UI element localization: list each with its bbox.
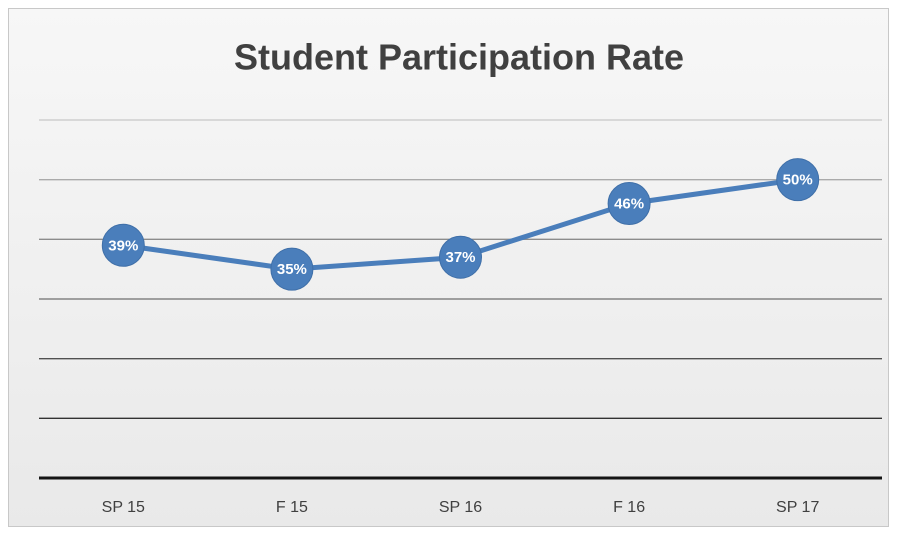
x-tick-label: F 15 [276, 499, 308, 516]
marker [101, 223, 145, 267]
data-label: 35% [277, 261, 307, 278]
x-tick-label: F 16 [613, 499, 645, 516]
marker [776, 158, 820, 202]
marker [270, 247, 314, 291]
x-tick-label: SP 15 [102, 499, 145, 516]
data-label: 46% [614, 196, 644, 213]
data-label: 50% [783, 172, 813, 189]
x-tick-label: SP 16 [439, 499, 482, 516]
data-label: 39% [108, 237, 138, 254]
data-label: 37% [445, 249, 475, 266]
marker [439, 235, 482, 279]
chart-title: Student Participation Rate [234, 37, 684, 78]
x-tick-label: SP 17 [776, 499, 819, 516]
marker [607, 182, 651, 226]
